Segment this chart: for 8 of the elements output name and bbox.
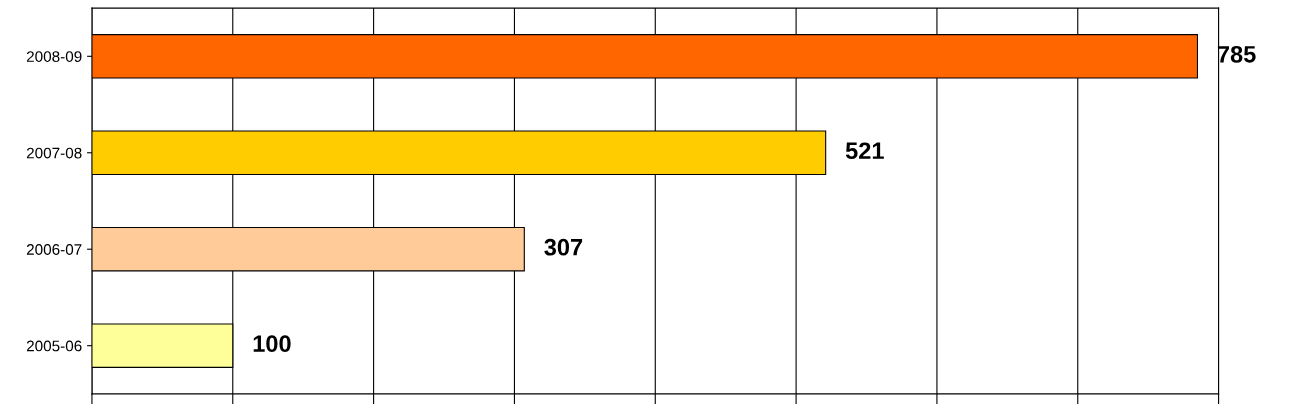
y-tick-label: 2007-08 <box>26 147 82 159</box>
data-label: 521 <box>845 142 884 160</box>
y-tick-label: 2006-07 <box>26 244 82 255</box>
data-label: 785 <box>1217 45 1256 63</box>
y-tick-label: 2005-06 <box>26 340 82 352</box>
data-label: 307 <box>544 238 583 256</box>
data-label: 100 <box>253 335 291 353</box>
y-tick-label: 2008-09 <box>26 51 82 62</box>
